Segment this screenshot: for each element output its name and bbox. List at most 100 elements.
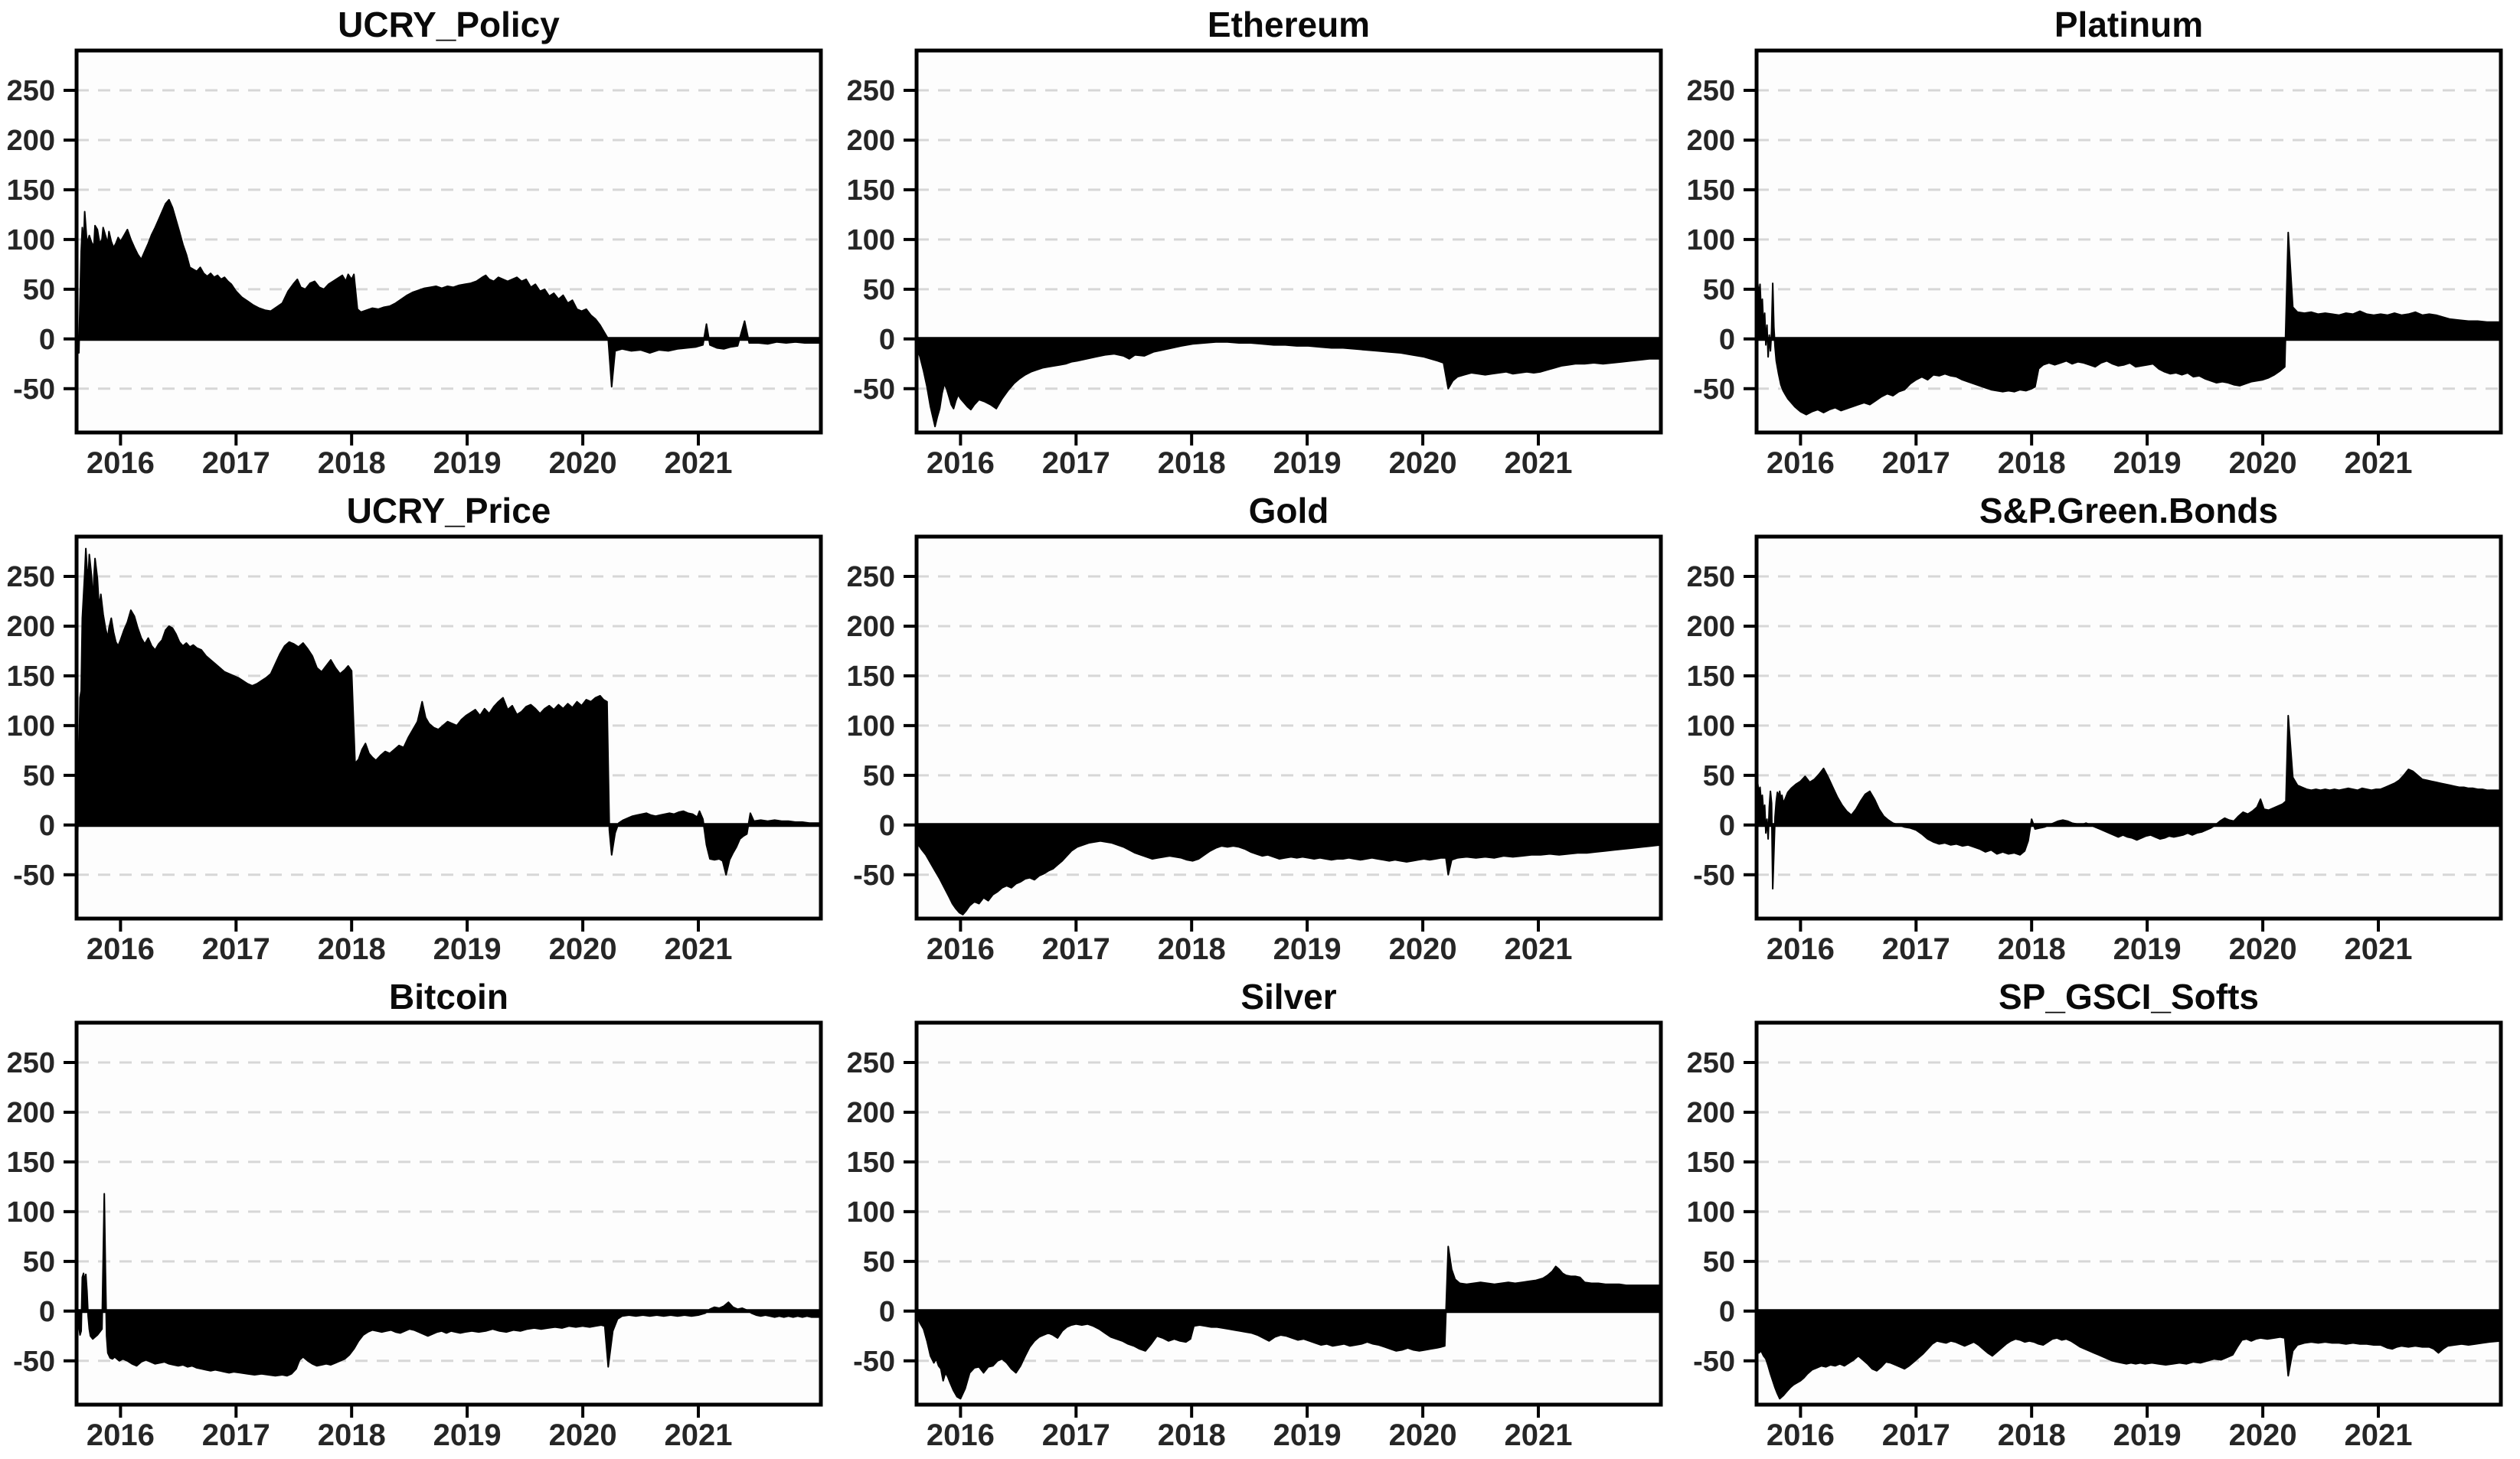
svg-text:-50: -50 (853, 1346, 895, 1378)
svg-text:150: 150 (847, 175, 895, 207)
svg-text:2020: 2020 (2229, 1418, 2297, 1452)
svg-text:2020: 2020 (1389, 446, 1457, 480)
svg-text:2018: 2018 (318, 1418, 386, 1452)
svg-text:2016: 2016 (927, 446, 995, 480)
svg-text:2018: 2018 (1158, 1418, 1226, 1452)
svg-text:2017: 2017 (202, 1418, 270, 1452)
svg-text:200: 200 (7, 611, 55, 643)
svg-text:100: 100 (7, 1196, 55, 1229)
svg-text:0: 0 (1719, 324, 1735, 356)
svg-text:150: 150 (7, 175, 55, 207)
svg-text:50: 50 (863, 1246, 895, 1278)
svg-text:-50: -50 (1693, 860, 1735, 892)
svg-text:2020: 2020 (1389, 1418, 1457, 1452)
area-chart-silver: -50 0 50 100 150 200 250 2016 2017 2018 2019 2020 20… (847, 1020, 1663, 1452)
svg-text:2019: 2019 (1273, 1418, 1342, 1452)
panel-ucry-policy: UCRY_Policy -50 0 50 100 150 200 250 2016 2017 20… (0, 0, 840, 486)
svg-text:2017: 2017 (1882, 446, 1950, 480)
svg-text:200: 200 (847, 125, 895, 157)
svg-text:-50: -50 (853, 374, 895, 406)
svg-text:150: 150 (847, 1147, 895, 1179)
svg-text:2019: 2019 (433, 932, 502, 966)
svg-text:250: 250 (847, 561, 895, 593)
svg-text:2021: 2021 (665, 932, 733, 966)
svg-text:0: 0 (1719, 810, 1735, 842)
panel-title-sp-green-bonds: S&P.Green.Bonds (1979, 491, 2279, 530)
area-chart-sp-green-bonds: -50 0 50 100 150 200 250 2016 2017 2018 2019 2020 20… (1687, 534, 2503, 966)
svg-text:250: 250 (7, 75, 55, 107)
svg-text:2016: 2016 (927, 932, 995, 966)
svg-text:2018: 2018 (318, 932, 386, 966)
svg-text:50: 50 (23, 1246, 55, 1278)
panel-title-silver: Silver (1240, 977, 1337, 1017)
svg-text:2021: 2021 (1505, 446, 1573, 480)
svg-text:250: 250 (1687, 1047, 1735, 1079)
area-chart-ethereum: -50 0 50 100 150 200 250 2016 2017 2018 2019 2020 20… (847, 48, 1663, 480)
svg-text:250: 250 (847, 75, 895, 107)
svg-text:0: 0 (1719, 1296, 1735, 1328)
panel-ucry-price: UCRY_Price -50 0 50 100 150 200 250 2016 2017 201… (0, 486, 840, 972)
svg-text:2018: 2018 (1158, 932, 1226, 966)
area-chart-sp-gsci-softs: -50 0 50 100 150 200 250 2016 2017 2018 2019 2020 20… (1687, 1020, 2503, 1452)
svg-text:2021: 2021 (1505, 1418, 1573, 1452)
svg-text:0: 0 (39, 324, 55, 356)
svg-text:0: 0 (39, 1296, 55, 1328)
svg-text:2017: 2017 (1042, 932, 1110, 966)
svg-text:200: 200 (847, 611, 895, 643)
svg-text:100: 100 (1687, 1196, 1735, 1229)
svg-text:100: 100 (7, 224, 55, 256)
panel-platinum: Platinum -50 0 50 100 150 200 250 2016 2017 2018 2… (1680, 0, 2520, 486)
svg-text:0: 0 (879, 810, 895, 842)
svg-text:2020: 2020 (1389, 932, 1457, 966)
svg-text:2017: 2017 (202, 932, 270, 966)
svg-text:250: 250 (7, 561, 55, 593)
panel-sp-gsci-softs: SP_GSCI_Softs -50 0 50 100 150 200 250 2016 2017… (1680, 972, 2520, 1459)
panel-title-ethereum: Ethereum (1207, 5, 1371, 44)
svg-text:50: 50 (23, 274, 55, 306)
panel-title-ucry-price: UCRY_Price (346, 491, 551, 530)
panel-title-bitcoin: Bitcoin (389, 977, 508, 1017)
panel-title-platinum: Platinum (2054, 5, 2204, 44)
svg-text:50: 50 (1703, 760, 1735, 792)
svg-text:150: 150 (1687, 1147, 1735, 1179)
svg-text:2016: 2016 (87, 1418, 155, 1452)
panel-gold: Gold -50 0 50 100 150 200 250 2016 2017 2018 2019 2… (840, 486, 1680, 972)
svg-text:100: 100 (847, 1196, 895, 1229)
svg-text:250: 250 (847, 1047, 895, 1079)
svg-text:50: 50 (863, 760, 895, 792)
svg-text:2020: 2020 (549, 1418, 617, 1452)
panel-bitcoin: Bitcoin -50 0 50 100 150 200 250 2016 2017 2018 20… (0, 972, 840, 1459)
svg-text:150: 150 (7, 661, 55, 693)
svg-text:-50: -50 (1693, 374, 1735, 406)
svg-text:50: 50 (863, 274, 895, 306)
svg-text:200: 200 (7, 1097, 55, 1129)
panel-silver: Silver -50 0 50 100 150 200 250 2016 2017 2018 201… (840, 972, 1680, 1459)
svg-text:2017: 2017 (1042, 446, 1110, 480)
svg-text:2019: 2019 (2113, 932, 2182, 966)
svg-text:2016: 2016 (1767, 446, 1835, 480)
svg-text:2019: 2019 (1273, 446, 1342, 480)
area-chart-ucry-policy: -50 0 50 100 150 200 250 2016 2017 2018 2019 2020 20… (7, 48, 823, 480)
svg-text:200: 200 (1687, 611, 1735, 643)
area-chart-platinum: -50 0 50 100 150 200 250 2016 2017 2018 2019 2020 20… (1687, 48, 2503, 480)
svg-text:200: 200 (1687, 125, 1735, 157)
svg-text:0: 0 (39, 810, 55, 842)
svg-text:2018: 2018 (1158, 446, 1226, 480)
svg-text:2016: 2016 (1767, 932, 1835, 966)
svg-text:2017: 2017 (1882, 932, 1950, 966)
panel-title-gold: Gold (1248, 491, 1329, 530)
svg-text:2021: 2021 (665, 1418, 733, 1452)
svg-text:2019: 2019 (2113, 446, 2182, 480)
svg-text:2021: 2021 (2345, 1418, 2413, 1452)
svg-text:2021: 2021 (2345, 446, 2413, 480)
svg-text:2017: 2017 (1882, 1418, 1950, 1452)
svg-text:50: 50 (1703, 274, 1735, 306)
svg-text:100: 100 (1687, 710, 1735, 743)
svg-text:150: 150 (7, 1147, 55, 1179)
svg-text:-50: -50 (13, 1346, 55, 1378)
svg-text:100: 100 (847, 710, 895, 743)
svg-text:2018: 2018 (1998, 932, 2066, 966)
svg-text:250: 250 (1687, 75, 1735, 107)
area-chart-bitcoin: -50 0 50 100 150 200 250 2016 2017 2018 2019 2020 20… (7, 1020, 823, 1452)
svg-text:150: 150 (1687, 661, 1735, 693)
